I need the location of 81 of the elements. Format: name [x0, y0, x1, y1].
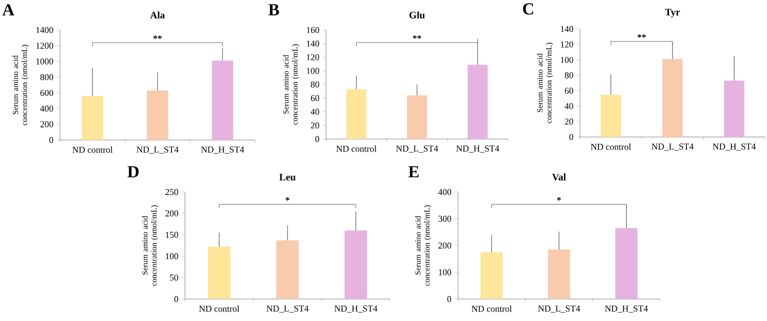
text: E — [408, 166, 419, 178]
y-tick-label: 160 — [306, 26, 320, 34]
y-tick-label: 40 — [310, 108, 320, 115]
bar — [548, 250, 570, 299]
y-tick-label: 120 — [306, 54, 320, 60]
chart-title: Val — [552, 173, 566, 181]
text: B — [268, 4, 280, 16]
y-tick-label: 0 — [447, 296, 452, 302]
y-tick-label: 60 — [564, 88, 574, 94]
x-tick-label: ND_H_ST4 — [334, 306, 378, 313]
y-tick-label: 40 — [564, 103, 574, 110]
y-tick-label: 100 — [438, 269, 452, 276]
bar — [146, 90, 168, 140]
y-tick-label: 80 — [564, 72, 574, 78]
y-tick-label: 200 — [165, 210, 178, 216]
x-tick-label: ND_H_ST4 — [201, 146, 244, 154]
x-tick-label: ND control — [472, 306, 512, 312]
y-tick-label: 100 — [306, 68, 320, 74]
text: C — [523, 3, 534, 15]
annotation: * — [557, 197, 561, 201]
y-tick-label: 60 — [310, 95, 320, 102]
y-tick-label: 250 — [165, 188, 178, 196]
annotation: * — [286, 197, 290, 201]
x-tick-label: ND control — [199, 306, 240, 312]
x-tick-label: ND_H_ST4 — [604, 306, 648, 313]
y-tick-label: 200 — [40, 121, 54, 128]
y-tick-label: 1000 — [36, 58, 54, 64]
x-tick-label: ND control — [336, 146, 376, 152]
chart-title: Ala — [150, 11, 165, 18]
chart-title: Glu — [409, 11, 425, 19]
bar — [724, 80, 744, 137]
x-tick-label: ND_H_ST4 — [712, 144, 756, 151]
text: A — [2, 4, 14, 16]
y-tick-label: 150 — [166, 232, 178, 238]
y-tick-label: 600 — [40, 90, 54, 96]
y-tick-label: 400 — [40, 106, 54, 112]
y-tick-label: 400 — [438, 188, 452, 196]
y-tick-label: 300 — [438, 216, 452, 222]
y-tick-label: 140 — [560, 26, 574, 32]
annotation: ** — [638, 34, 646, 38]
bar — [600, 94, 622, 137]
bar — [346, 89, 366, 139]
bar — [468, 64, 488, 139]
annotation: ** — [153, 36, 162, 39]
y-tick-label: 0 — [315, 136, 320, 142]
y-tick-label: 20 — [564, 118, 574, 125]
bar — [344, 230, 368, 299]
bar — [276, 240, 299, 299]
bar — [662, 59, 683, 137]
y-tick-label: 100 — [560, 56, 574, 63]
chart-title: Tyr — [665, 8, 680, 18]
x-tick-label: ND control — [72, 146, 113, 153]
y-tick-label: 0 — [174, 296, 178, 302]
x-tick-label: ND_H_ST4 — [456, 146, 500, 153]
y-tick-label: 200 — [438, 242, 452, 249]
bar — [480, 252, 503, 299]
x-tick-label: ND_L_ST4 — [266, 306, 309, 313]
y-tick-label: 0 — [49, 136, 54, 144]
y-tick-label: 20 — [310, 122, 320, 128]
text: D — [128, 166, 139, 178]
y-tick-label: 140 — [306, 40, 320, 47]
x-tick-label: ND_L_ST4 — [136, 146, 179, 154]
bar — [615, 228, 638, 299]
y-tick-label: 100 — [166, 253, 178, 260]
bar — [82, 96, 104, 140]
x-tick-label: ND_L_ST4 — [652, 144, 694, 151]
y-tick-label: 50 — [170, 274, 178, 281]
annotation: ** — [412, 35, 422, 39]
x-tick-label: ND control — [590, 144, 631, 150]
x-tick-label: ND_L_ST4 — [538, 306, 580, 313]
x-tick-label: ND_L_ST4 — [396, 146, 438, 153]
chart-title: Leu — [279, 174, 296, 181]
y-tick-label: 80 — [310, 81, 320, 88]
bar — [212, 60, 234, 140]
y-tick-label: 1200 — [36, 42, 54, 49]
y-tick-label: 800 — [40, 74, 54, 80]
bar — [208, 246, 230, 299]
y-tick-label: 0 — [569, 134, 574, 140]
y-tick-label: 1400 — [36, 26, 54, 34]
bar — [406, 95, 428, 139]
y-tick-label: 120 — [560, 41, 574, 48]
